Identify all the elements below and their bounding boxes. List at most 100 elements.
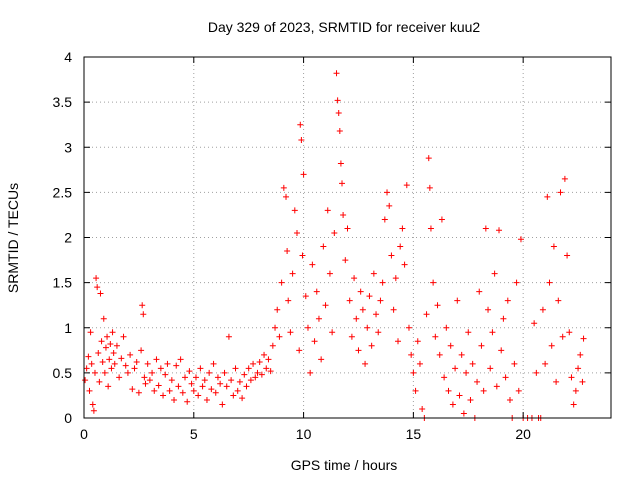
data-point-marker xyxy=(104,333,111,340)
data-point-marker xyxy=(336,128,343,135)
data-point-marker xyxy=(256,359,263,366)
data-point-marker xyxy=(487,365,494,372)
data-point-marker xyxy=(95,350,102,357)
data-point-marker xyxy=(86,387,93,394)
data-point-marker xyxy=(285,297,292,304)
data-point-marker xyxy=(283,193,290,200)
data-point-marker xyxy=(504,297,511,304)
data-point-marker xyxy=(101,369,108,376)
data-point-marker xyxy=(412,387,419,394)
data-point-marker xyxy=(491,270,498,277)
data-point-marker xyxy=(580,335,587,342)
data-point-marker xyxy=(272,324,279,331)
chart-title: Day 329 of 2023, SRMTID for receiver kuu… xyxy=(208,19,481,35)
data-point-marker xyxy=(476,288,483,295)
data-point-marker xyxy=(146,377,153,384)
data-point-marker xyxy=(392,275,399,282)
data-point-marker xyxy=(456,392,463,399)
x-axis-label: GPS time / hours xyxy=(291,457,398,473)
data-point-marker xyxy=(199,383,206,390)
data-point-marker xyxy=(414,338,421,345)
data-point-marker xyxy=(570,401,577,408)
data-point-marker xyxy=(366,293,373,300)
data-point-marker xyxy=(320,243,327,250)
data-point-marker xyxy=(287,329,294,336)
y-tick-label: 0.5 xyxy=(53,365,73,381)
data-point-marker xyxy=(250,360,257,367)
data-point-marker xyxy=(102,344,109,351)
data-point-marker xyxy=(359,306,366,313)
data-point-marker xyxy=(297,121,304,128)
data-point-marker xyxy=(381,216,388,223)
data-point-marker xyxy=(561,175,568,182)
data-point-marker xyxy=(493,383,500,390)
data-point-marker xyxy=(212,389,219,396)
data-point-marker xyxy=(157,365,164,372)
data-point-marker xyxy=(135,389,142,396)
data-point-marker xyxy=(91,369,98,376)
data-point-marker xyxy=(87,329,94,336)
data-point-marker xyxy=(550,243,557,250)
data-point-marker xyxy=(388,252,395,259)
data-point-marker xyxy=(140,311,147,318)
x-tick-label: 15 xyxy=(406,426,422,442)
data-point-marker xyxy=(258,371,265,378)
data-point-marker xyxy=(351,275,358,282)
data-point-marker xyxy=(164,360,171,367)
data-point-marker xyxy=(274,306,281,313)
data-point-marker xyxy=(449,401,456,408)
data-point-marker xyxy=(496,227,503,234)
data-point-marker xyxy=(410,369,417,376)
data-point-marker xyxy=(364,324,371,331)
data-point-marker xyxy=(293,229,300,236)
data-point-marker xyxy=(337,160,344,167)
data-point-marker xyxy=(447,342,454,349)
data-point-marker xyxy=(228,377,235,384)
data-point-marker xyxy=(397,243,404,250)
data-point-marker xyxy=(94,284,101,291)
data-point-marker xyxy=(109,329,116,336)
data-point-marker xyxy=(399,225,406,232)
data-point-marker xyxy=(357,288,364,295)
data-point-marker xyxy=(267,368,274,375)
data-point-marker xyxy=(247,377,254,384)
data-point-marker xyxy=(467,396,474,403)
data-point-marker xyxy=(96,378,103,385)
data-point-marker xyxy=(111,360,118,367)
data-point-marker xyxy=(182,374,189,381)
data-point-marker xyxy=(531,320,538,327)
data-point-marker xyxy=(192,374,199,381)
data-point-marker xyxy=(425,155,432,162)
data-point-marker xyxy=(201,377,208,384)
data-point-marker xyxy=(291,207,298,214)
data-point-marker xyxy=(548,342,555,349)
data-point-marker xyxy=(502,374,509,381)
data-point-marker xyxy=(390,306,397,313)
data-point-marker xyxy=(377,297,384,304)
data-point-marker xyxy=(278,279,285,286)
data-point-marker xyxy=(313,288,320,295)
data-point-marker xyxy=(160,392,167,399)
data-point-marker xyxy=(557,189,564,196)
data-point-marker xyxy=(97,290,104,297)
data-point-marker xyxy=(155,382,162,389)
data-point-marker xyxy=(324,207,331,214)
data-point-marker xyxy=(315,315,322,322)
data-point-marker xyxy=(89,401,96,408)
data-point-marker xyxy=(304,324,311,331)
data-point-marker xyxy=(120,333,127,340)
data-point-marker xyxy=(544,193,551,200)
data-point-marker xyxy=(375,329,382,336)
data-point-marker xyxy=(405,324,412,331)
data-point-marker xyxy=(355,347,362,354)
y-tick-label: 1.5 xyxy=(53,275,73,291)
data-point-marker xyxy=(438,216,445,223)
data-point-marker xyxy=(243,383,250,390)
y-tick-label: 4 xyxy=(64,49,72,65)
data-point-marker xyxy=(379,279,386,286)
data-point-marker xyxy=(342,257,349,264)
data-point-marker xyxy=(517,236,524,243)
y-tick-label: 3 xyxy=(64,139,72,155)
data-point-marker xyxy=(184,398,191,405)
data-point-marker xyxy=(142,380,149,387)
